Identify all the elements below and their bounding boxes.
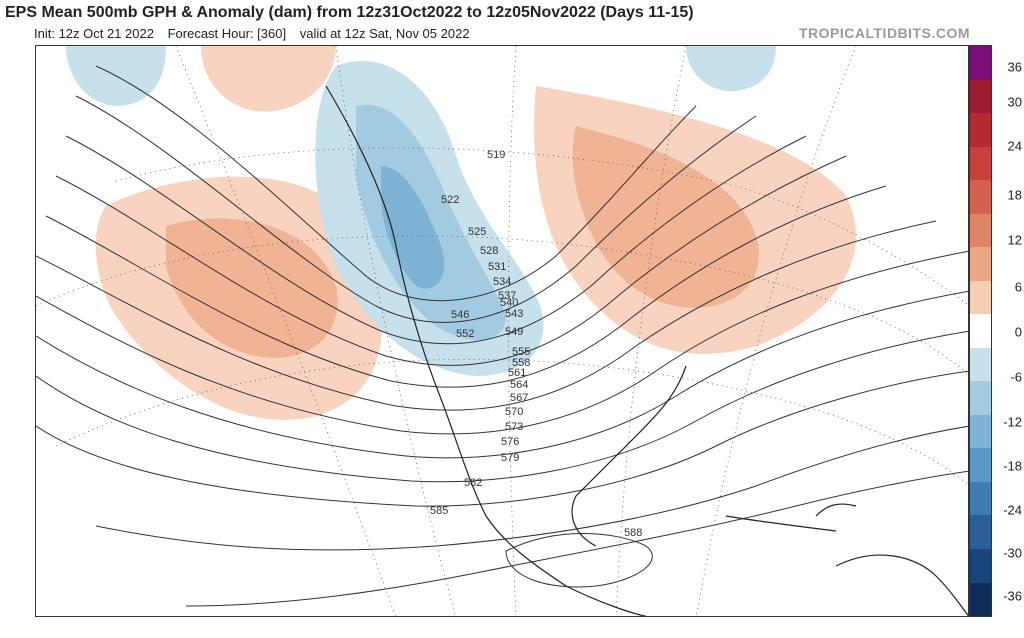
weather-map: 519 522 525 528 531 534 537 540 543 546 … bbox=[35, 45, 969, 617]
contour-label-534: 534 bbox=[493, 276, 511, 288]
colorbar-segment bbox=[970, 314, 991, 348]
map-title: EPS Mean 500mb GPH & Anomaly (dam) from … bbox=[5, 4, 694, 21]
colorbar-segment bbox=[970, 280, 991, 315]
valid-time: valid at 12z Sat, Nov 05 2022 bbox=[299, 26, 470, 41]
colorbar-tick-label: 24 bbox=[1007, 138, 1022, 154]
colorbar-segment bbox=[970, 448, 991, 482]
contour-label-570: 570 bbox=[505, 406, 523, 418]
colorbar-tick-label: 30 bbox=[1007, 94, 1022, 110]
contour-label-588: 588 bbox=[624, 527, 642, 539]
contour-label-564: 564 bbox=[510, 379, 528, 391]
colorbar-tick-label: 36 bbox=[1007, 59, 1022, 75]
colorbar-tick-label: -6 bbox=[1010, 369, 1022, 385]
colorbar-tick-label: 6 bbox=[1014, 279, 1022, 295]
south-america-coast bbox=[835, 554, 968, 616]
colorbar-tick-label: -18 bbox=[1003, 458, 1022, 474]
colorbar-segment bbox=[970, 548, 991, 583]
contour-label-540: 540 bbox=[500, 297, 518, 309]
colorbar-segment bbox=[970, 146, 991, 181]
init-time: Init: 12z Oct 21 2022 bbox=[34, 26, 154, 41]
north-america-coast bbox=[325, 85, 648, 616]
contour-label-561: 561 bbox=[508, 367, 526, 379]
contour-label-522: 522 bbox=[441, 194, 459, 206]
contour-label-582: 582 bbox=[464, 477, 482, 489]
contour-labels: 519 522 525 528 531 534 537 540 543 546 … bbox=[430, 149, 642, 539]
contour-label-519: 519 bbox=[487, 149, 505, 161]
contour-label-537: 537 bbox=[498, 290, 516, 302]
colorbar-segment bbox=[970, 213, 991, 248]
anomaly-colorbar bbox=[969, 45, 992, 617]
colorbar-tick-label: -36 bbox=[1003, 588, 1022, 604]
colorbar-tick-label: 12 bbox=[1007, 232, 1022, 248]
colorbar-tick-label: -30 bbox=[1003, 545, 1022, 561]
forecast-hour: Forecast Hour: [360] bbox=[167, 26, 287, 41]
map-subtitle: Init: 12z Oct 21 2022 Forecast Hour: [36… bbox=[34, 26, 480, 41]
contour-label-558: 558 bbox=[512, 357, 530, 369]
caribbean-islands bbox=[725, 503, 857, 532]
contour-label-546: 546 bbox=[451, 309, 469, 321]
contour-label-531: 531 bbox=[488, 261, 506, 273]
contour-label-528: 528 bbox=[480, 245, 498, 257]
colorbar-tick-label: -24 bbox=[1003, 502, 1022, 518]
height-contours bbox=[36, 65, 968, 607]
east-coast bbox=[571, 365, 687, 547]
graticule bbox=[36, 46, 968, 616]
contour-label-579: 579 bbox=[501, 452, 519, 464]
contour-label-585: 585 bbox=[430, 505, 448, 517]
western-trough-anomaly-core bbox=[381, 166, 445, 289]
colorbar-segment bbox=[970, 180, 991, 214]
contour-label-555: 555 bbox=[512, 346, 530, 358]
contour-label-543: 543 bbox=[505, 308, 523, 320]
colorbar-segment bbox=[970, 582, 991, 617]
colorbar-segment bbox=[970, 79, 991, 114]
contour-label-525: 525 bbox=[468, 226, 486, 238]
colorbar-segment bbox=[970, 381, 991, 415]
coastlines bbox=[325, 85, 968, 616]
greenland-cold-anomaly bbox=[686, 46, 776, 91]
contour-label-573: 573 bbox=[505, 421, 523, 433]
contour-label-549: 549 bbox=[505, 326, 523, 338]
colorbar-segment bbox=[970, 481, 991, 516]
colorbar-tick-label: -12 bbox=[1003, 414, 1022, 430]
contour-label-552: 552 bbox=[456, 328, 474, 340]
colorbar-tick-label: 0 bbox=[1014, 324, 1022, 340]
map-canvas: 519 522 525 528 531 534 537 540 543 546 … bbox=[36, 46, 968, 616]
colorbar-segment bbox=[970, 247, 991, 281]
colorbar-segment bbox=[970, 515, 991, 549]
contour-label-576: 576 bbox=[501, 436, 519, 448]
negative-anomaly-shading bbox=[66, 46, 776, 377]
pacific-warm-anomaly-core bbox=[166, 218, 338, 358]
colorbar-segment bbox=[970, 414, 991, 449]
colorbar-tick-label: 18 bbox=[1007, 187, 1022, 203]
northwest-warm-anomaly bbox=[201, 46, 336, 112]
colorbar-segment bbox=[970, 347, 991, 382]
colorbar-labels: 36 30 24 18 12 6 0 -6 -12 -18 -24 -30 -36 bbox=[996, 45, 1022, 617]
contour-label-567: 567 bbox=[510, 392, 528, 404]
colorbar-segment bbox=[970, 113, 991, 147]
brand-watermark: TROPICALTIDBITS.COM bbox=[798, 25, 970, 41]
colorbar-segment bbox=[970, 46, 991, 80]
